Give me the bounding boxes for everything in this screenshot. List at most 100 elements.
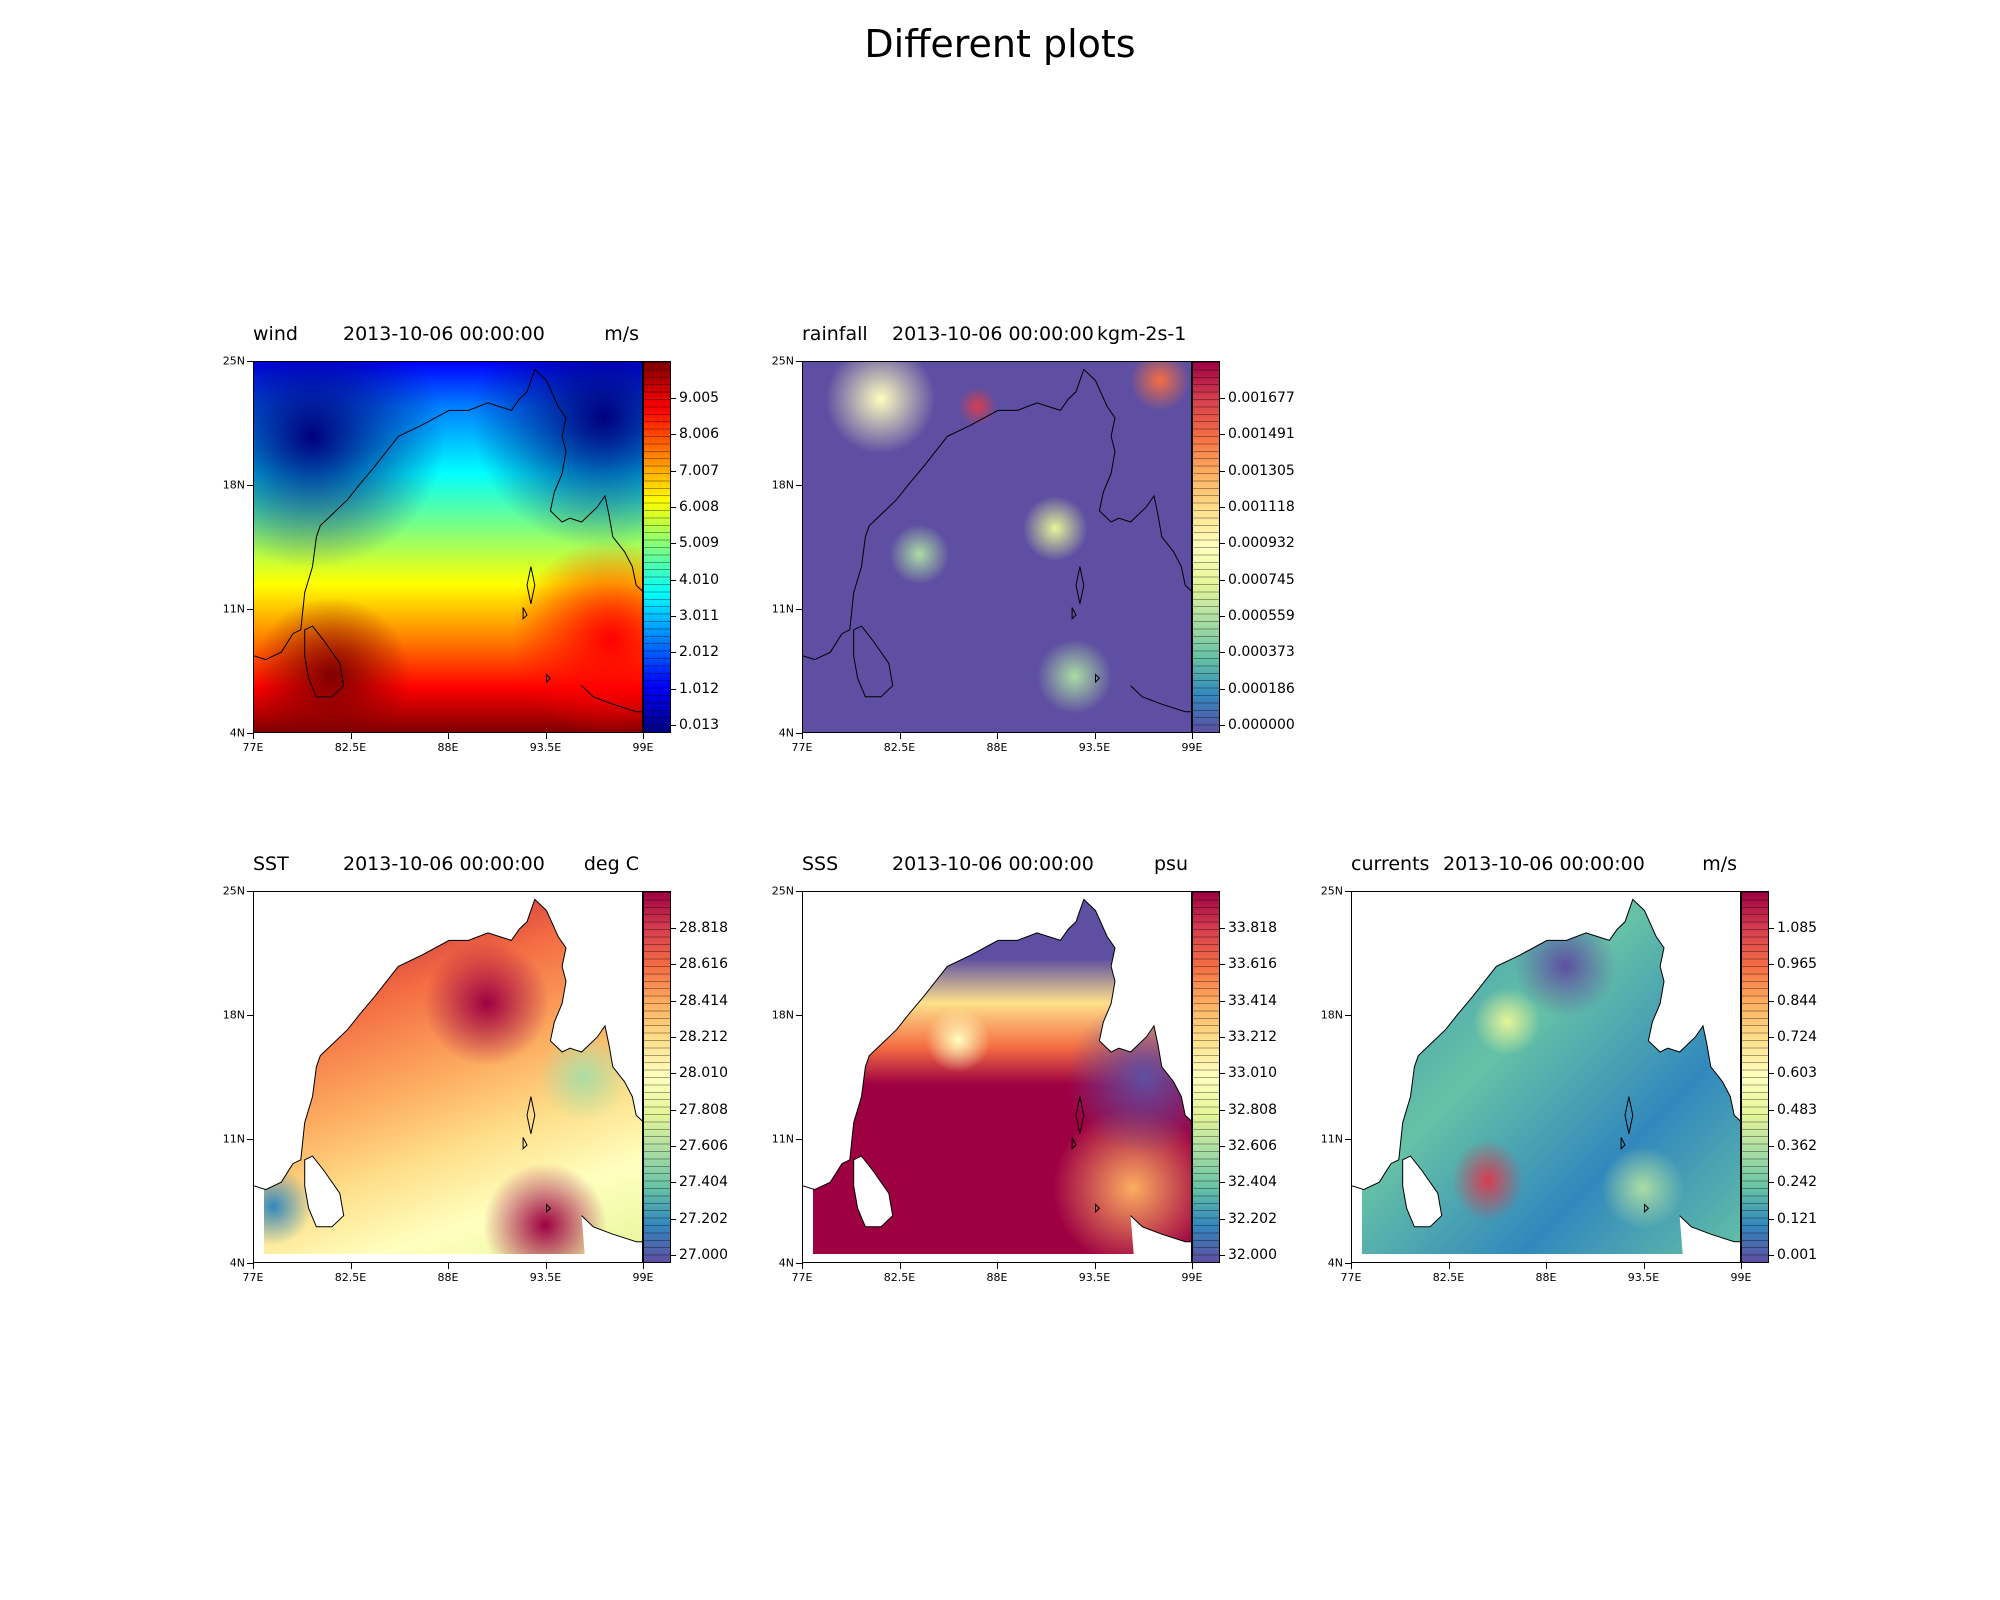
colorbar-tick-label: 28.616: [679, 956, 728, 973]
lat-tick-label: 25N: [771, 884, 794, 898]
colorbar-tick-label: 33.818: [1228, 920, 1277, 936]
colorbar-tick-label: 32.404: [1228, 1174, 1277, 1191]
coastline-overlay: [254, 368, 642, 713]
lon-tick-mark: [1094, 733, 1096, 739]
panel-unit-label: m/s: [604, 323, 639, 345]
panel-variable-label: rainfall: [802, 323, 868, 345]
colorbar-tick-label: 3.011: [679, 608, 720, 624]
colorbar-tick-label: 0.965: [1777, 956, 1818, 973]
coastline: [803, 368, 1191, 661]
colorbar-tick-mark: [671, 543, 676, 545]
island-outline: [526, 1096, 536, 1134]
colorbar: [1192, 361, 1220, 733]
lon-tick-mark: [448, 733, 449, 739]
colorbar-tick-label: 1.012: [679, 680, 720, 697]
lat-tick-label: 18N: [222, 478, 245, 492]
lat-tick-mark: [247, 1263, 253, 1264]
lon-tick-mark: [1741, 1263, 1742, 1269]
lat-tick-label: 4N: [229, 1256, 245, 1270]
lon-tick-label: 77E: [791, 741, 813, 754]
colorbar-tick-mark: [671, 928, 676, 929]
lon-tick-label: 93.5E: [529, 1271, 562, 1284]
lon-tick-label: 88E: [437, 741, 459, 754]
colorbar-tick-mark: [1220, 1218, 1225, 1220]
coastline-srilanka: [853, 625, 894, 698]
colorbar-tick-mark: [671, 964, 676, 966]
lat-tick-mark: [247, 1139, 253, 1140]
colorbar-tick-label: 0.001305: [1228, 462, 1295, 479]
coastline-peninsula: [1130, 685, 1191, 713]
coastline-overlay: [254, 892, 642, 1262]
coastline-srilanka: [304, 1155, 345, 1228]
lon-tick-mark: [802, 733, 803, 739]
colorbar-tick-mark: [671, 1000, 676, 1002]
colorbar-tick-mark: [671, 725, 676, 726]
lat-tick-label: 4N: [778, 726, 794, 740]
lat-tick-mark: [796, 733, 802, 734]
land-mask-peninsula: [1679, 1215, 1740, 1262]
colorbar-tick-label: 32.202: [1228, 1210, 1277, 1227]
lon-tick-label: 82.5E: [883, 1271, 916, 1284]
panel-unit-label: m/s: [1702, 853, 1737, 875]
colorbar-tick-label: 33.212: [1228, 1029, 1277, 1045]
coastline: [1352, 898, 1740, 1191]
colorbar-tick-mark: [1769, 1109, 1774, 1111]
panel-date-label: 2013-10-06 00:00:00: [892, 323, 1094, 345]
colorbar-tick-label: 0.000745: [1228, 571, 1295, 588]
colorbar-tick-mark: [671, 1218, 676, 1220]
lat-tick-mark: [1345, 1263, 1351, 1264]
island-outline: [526, 566, 536, 604]
coastline: [254, 898, 642, 1191]
colorbar: [643, 361, 671, 733]
colorbar-tick-mark: [1220, 1073, 1225, 1075]
lon-tick-label: 93.5E: [1078, 741, 1111, 754]
colorbar-tick-label: 27.808: [679, 1101, 728, 1118]
colorbar-tick-label: 0.000559: [1228, 608, 1295, 624]
colorbar-tick-label: 27.202: [679, 1210, 728, 1227]
land-mask: [1352, 892, 1740, 1190]
colorbar-tick-mark: [671, 1073, 676, 1075]
colorbar-tick-label: 0.000186: [1228, 680, 1295, 697]
lon-tick-mark: [643, 733, 644, 739]
colorbar-tick-mark: [671, 688, 676, 690]
colorbar-tick-mark: [1220, 398, 1225, 399]
lat-tick-label: 4N: [1327, 1256, 1343, 1270]
colorbar-tick-mark: [1220, 579, 1225, 581]
lon-tick-mark: [1448, 1263, 1450, 1269]
lat-tick-label: 4N: [778, 1256, 794, 1270]
map-sss: [802, 891, 1192, 1263]
lon-tick-label: 99E: [1181, 741, 1203, 754]
colorbar-tick-mark: [1769, 964, 1774, 966]
coastline-peninsula: [1130, 1215, 1191, 1243]
colorbar-tick-label: 0.000373: [1228, 644, 1295, 661]
map-wind: [253, 361, 643, 733]
lat-tick-mark: [247, 733, 253, 734]
colorbar: [1741, 891, 1769, 1263]
panel-date-label: 2013-10-06 00:00:00: [343, 323, 545, 345]
colorbar-tick-label: 27.404: [679, 1174, 728, 1191]
panel-variable-label: wind: [253, 323, 298, 345]
island-outline: [1095, 673, 1101, 684]
colorbar-tick-label: 32.606: [1228, 1138, 1277, 1154]
colorbar-tick-mark: [1769, 1146, 1774, 1147]
colorbar-tick-mark: [1220, 507, 1225, 508]
lon-tick-label: 88E: [986, 1271, 1008, 1284]
island-outline: [1620, 1137, 1626, 1150]
panel-date-label: 2013-10-06 00:00:00: [892, 853, 1094, 875]
land-mask-peninsula: [1130, 1215, 1191, 1262]
lat-tick-mark: [247, 361, 253, 362]
lon-tick-mark: [1643, 1263, 1645, 1269]
lat-tick-label: 25N: [1320, 884, 1343, 898]
lon-tick-label: 88E: [437, 1271, 459, 1284]
colorbar-tick-mark: [1220, 652, 1225, 654]
colorbar-tick-label: 9.005: [679, 390, 720, 406]
lat-tick-label: 18N: [1320, 1008, 1343, 1022]
lon-tick-label: 77E: [242, 741, 264, 754]
colorbar-tick-label: 8.006: [679, 426, 720, 443]
lon-tick-label: 99E: [1730, 1271, 1752, 1284]
colorbar-tick-mark: [1220, 616, 1225, 617]
lat-tick-label: 18N: [222, 1008, 245, 1022]
lon-tick-mark: [1192, 1263, 1193, 1269]
lat-tick-label: 25N: [771, 354, 794, 368]
colorbar-tick-mark: [1220, 543, 1225, 545]
